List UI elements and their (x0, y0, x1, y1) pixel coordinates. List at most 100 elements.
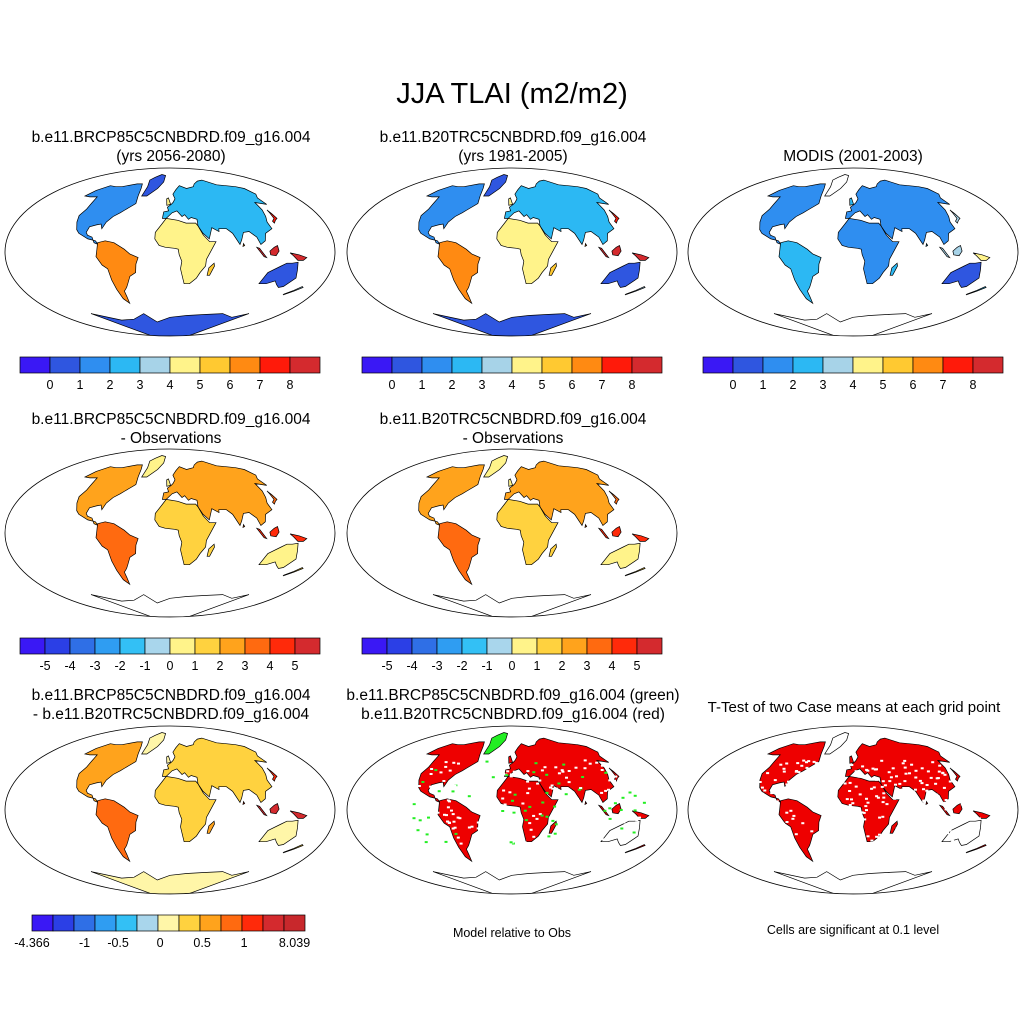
colorbar-swatch (262, 914, 285, 932)
landmass-south-america (437, 521, 481, 586)
panel-title-p1-line1: b.e11.BRCP85C5CNBDRD.f09_g16.004 (31, 129, 311, 146)
landmass-uk (508, 197, 514, 206)
colorbar-swatch (94, 637, 121, 655)
colorbar-swatch (144, 637, 171, 655)
colorbar-swatch (882, 356, 914, 374)
ocean (347, 168, 677, 336)
landmass-new-zealand (624, 567, 646, 577)
map-panel-p9 (687, 725, 1019, 895)
colorbar-tick-label: 0 (157, 936, 164, 950)
map-panel-p5 (346, 448, 678, 618)
landmass-antarctica (432, 871, 592, 894)
colorbar-tick-label: 3 (820, 378, 827, 392)
landmass-madagascar (889, 262, 898, 276)
landmass-australia (600, 542, 641, 569)
colorbar-swatch (361, 637, 388, 655)
colorbar-tick-label: 1 (192, 659, 199, 673)
panel-title-p2-line2: (yrs 1981-2005) (458, 148, 568, 165)
landmass-sri-lanka (925, 800, 929, 806)
colorbar-swatch (115, 914, 138, 932)
colorbar-swatch (436, 637, 463, 655)
landmass-uk (166, 478, 172, 487)
colorbar-swatch (44, 637, 71, 655)
colorbar-swatch (79, 356, 111, 374)
landmass-japan (949, 209, 961, 224)
landmass-africa (154, 499, 217, 566)
colorbar-swatch (451, 356, 483, 374)
panel-title-p7-line2: - b.e11.B20TRC5CNBDRD.f09_g16.004 (32, 706, 310, 723)
landmass-greenland (483, 174, 509, 197)
landmass-madagascar (548, 820, 557, 834)
colorbar-tick-label: 8.039 (279, 936, 310, 950)
landmass-north-america (418, 183, 485, 246)
colorbar-swatch (541, 356, 573, 374)
colorbar-swatch (169, 637, 196, 655)
colorbar-p3: 0 1 2 3 4 5 6 7 8 (702, 356, 1004, 392)
colorbar-swatch (792, 356, 824, 374)
colorbar-swatch (536, 637, 563, 655)
colorbar-swatch (19, 637, 46, 655)
colorbar-tick-label: 8 (970, 378, 977, 392)
colorbar-swatch (109, 356, 141, 374)
colorbar-tick-label: -4.366 (14, 936, 49, 950)
colorbar-swatch (912, 356, 944, 374)
landmass-new-guinea (289, 533, 308, 542)
landmass-australia (941, 261, 982, 288)
colorbar-swatch (762, 356, 794, 374)
colorbar-tick-label: 2 (790, 378, 797, 392)
colorbar-swatch (199, 356, 231, 374)
landmass-africa (837, 218, 900, 285)
panel-title-p8: b.e11.BRCP85C5CNBDRD.f09_g16.004 (green)… (330, 686, 696, 724)
colorbar-tick-label: 5 (539, 378, 546, 392)
landmass-greenland (141, 455, 167, 478)
panel-title-p5-line2: - Observations (462, 430, 564, 447)
landmass-new-zealand (282, 844, 304, 854)
colorbar-tick-label: 5 (634, 659, 641, 673)
colorbar-tick-label: -1 (139, 659, 150, 673)
colorbar-tick-label: 4 (267, 659, 274, 673)
colorbar-swatch (571, 356, 603, 374)
colorbar-swatch (178, 914, 201, 932)
panel-title-p5: b.e11.B20TRC5CNBDRD.f09_g16.004 - Observ… (352, 410, 674, 448)
landmass-eurasia (503, 179, 615, 246)
landmass-sri-lanka (242, 523, 246, 529)
landmass-sri-lanka (242, 242, 246, 248)
landmass-africa (154, 218, 217, 285)
landmass-new-guinea (631, 252, 650, 261)
colorbar-swatch (49, 356, 81, 374)
colorbar-tick-label: 7 (599, 378, 606, 392)
landmass-sumatra (255, 246, 268, 259)
map-border (346, 167, 678, 337)
ocean (347, 726, 677, 894)
colorbar-tick-label: 2 (107, 378, 114, 392)
panel-title-p7: b.e11.BRCP85C5CNBDRD.f09_g16.004 - b.e11… (10, 686, 332, 724)
landmass-south-america (95, 798, 139, 863)
ocean (5, 449, 335, 617)
colorbar-swatch (586, 637, 613, 655)
colorbar-swatch (732, 356, 764, 374)
landmass-south-america (437, 798, 481, 863)
colorbar-swatch (241, 914, 264, 932)
colorbar-swatch (601, 356, 633, 374)
landmass-australia (600, 261, 641, 288)
landmass-japan (266, 767, 278, 782)
colorbar-swatch (391, 356, 423, 374)
colorbar-swatch (481, 356, 513, 374)
landmass-eurasia (161, 179, 273, 246)
colorbar-tick-label: 4 (609, 659, 616, 673)
colorbar-swatch (31, 914, 54, 932)
colorbar-tick-label: -1 (481, 659, 492, 673)
colorbar-tick-label: 3 (584, 659, 591, 673)
landmass-sri-lanka (242, 800, 246, 806)
colorbar-tick-label: 3 (137, 378, 144, 392)
colorbar-tick-label: 5 (197, 378, 204, 392)
map-panel-p4 (4, 448, 336, 618)
colorbar-swatch (561, 637, 588, 655)
landmass-new-zealand (282, 286, 304, 296)
landmass-new-guinea (631, 533, 650, 542)
colorbar-tick-label: 7 (940, 378, 947, 392)
colorbar-tick-label: -5 (381, 659, 392, 673)
colorbar-p2: 0 1 2 3 4 5 6 7 8 (361, 356, 663, 392)
landmass-north-america (759, 183, 826, 246)
panel-title-p9-line1: T-Test of two Case means at each grid po… (707, 699, 1001, 716)
